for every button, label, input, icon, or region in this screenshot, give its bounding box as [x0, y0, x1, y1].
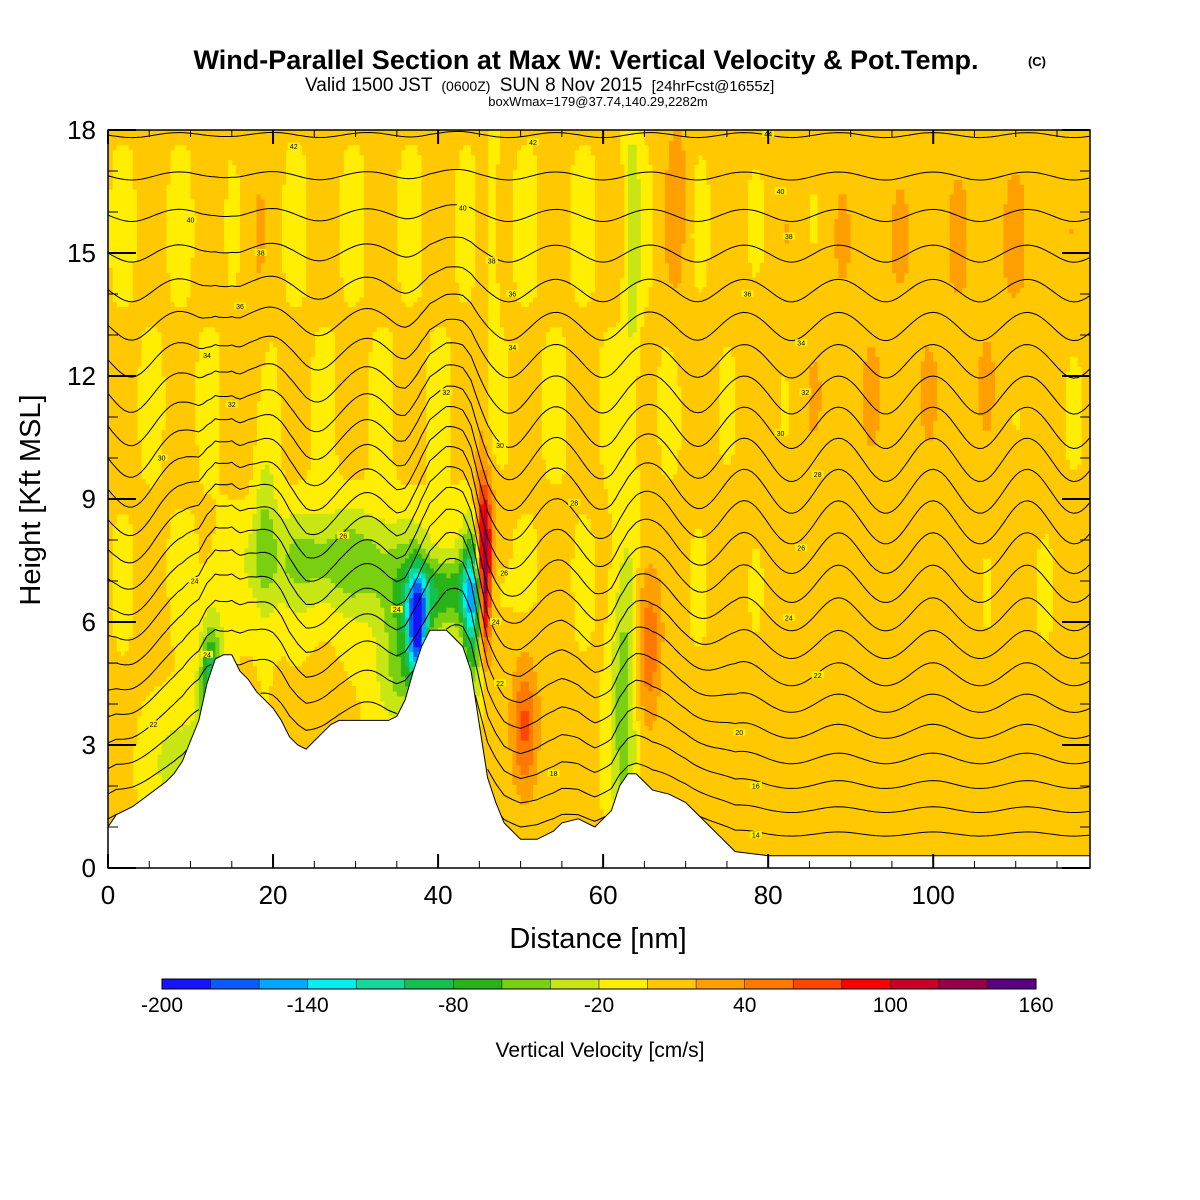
contour-label: 32: [228, 402, 236, 409]
subtitle-valid: Valid 1500 JST (0600Z) SUN 8 Nov 2015 [2…: [305, 75, 774, 96]
colorbar: -200 -140 -80 -20 40 100 160: [141, 979, 1054, 1017]
subtitle-utc: (0600Z): [441, 78, 490, 94]
colorbar-tick-label: 100: [873, 994, 908, 1017]
x-tick-label: 100: [912, 880, 955, 910]
y-tick-label: 12: [67, 361, 96, 391]
colorbar-swatch: [890, 979, 939, 989]
x-tick-label: 60: [589, 880, 618, 910]
colorbar-swatch: [356, 979, 405, 989]
colorbar-swatch: [453, 979, 502, 989]
contour-label: 36: [236, 304, 244, 311]
colorbar-swatch: [259, 979, 308, 989]
contour-label: 40: [459, 205, 467, 212]
plot-area: 4242444040403838383636363434343232323030…: [108, 125, 1091, 873]
subtitle-box: boxWmax=179@37.74,140.29,2282m: [488, 94, 708, 109]
colorbar-swatch: [502, 979, 551, 989]
contour-label: 16: [752, 784, 760, 791]
contour-label: 30: [158, 456, 166, 463]
colorbar-tick-label: -80: [438, 994, 468, 1017]
contour-label: 26: [500, 570, 508, 577]
contour-label: 20: [735, 730, 743, 737]
contour-label: 24: [492, 620, 500, 627]
y-tick-label: 18: [67, 115, 96, 145]
cross-section-chart: Wind-Parallel Section at Max W: Vertical…: [0, 0, 1200, 1200]
colorbar-tick-label: -20: [584, 994, 614, 1017]
subtitle-main: Valid 1500 JST: [305, 75, 433, 96]
colorbar-swatch: [842, 979, 891, 989]
x-tick-label: 20: [259, 880, 288, 910]
contour-label: 36: [744, 292, 752, 299]
y-tick-label: 9: [82, 484, 96, 514]
contour-label: 30: [777, 431, 785, 438]
chart-title: Wind-Parallel Section at Max W: Vertical…: [194, 45, 979, 75]
colorbar-tick-label: -140: [287, 994, 329, 1017]
x-tick-label: 80: [754, 880, 783, 910]
contour-label: 34: [203, 353, 211, 360]
contour-label: 22: [496, 681, 504, 688]
colorbar-swatch: [793, 979, 842, 989]
contour-label: 28: [814, 472, 822, 479]
contour-label: 42: [529, 140, 537, 147]
contour-label: 34: [797, 341, 805, 348]
colorbar-tick-label: -200: [141, 994, 183, 1017]
colorbar-tick-label: 160: [1018, 994, 1053, 1017]
y-tick-label: 3: [82, 730, 96, 760]
y-tick-label: 0: [82, 853, 96, 883]
y-tick-label: 6: [82, 607, 96, 637]
contour-label: 32: [442, 390, 450, 397]
colorbar-swatch: [599, 979, 648, 989]
colorbar-label: Vertical Velocity [cm/s]: [496, 1039, 705, 1062]
contour-label: 24: [191, 579, 199, 586]
colorbar-swatch: [162, 979, 211, 989]
x-tick-label: 0: [101, 880, 115, 910]
contour-label: 24: [785, 615, 793, 622]
colorbar-swatch: [405, 979, 454, 989]
x-axis-label: Distance [nm]: [509, 923, 686, 955]
contour-label: 22: [150, 722, 158, 729]
colorbar-swatch: [987, 979, 1036, 989]
contour-label: 42: [290, 144, 298, 151]
contour-label: 36: [509, 292, 517, 299]
y-axis-label: Height [Kft MSL]: [15, 394, 47, 605]
colorbar-swatch: [550, 979, 599, 989]
contour-label: 38: [785, 234, 793, 241]
subtitle-date: SUN 8 Nov 2015: [500, 75, 643, 96]
colorbar-swatch: [308, 979, 357, 989]
contour-label: 32: [801, 390, 809, 397]
contour-label: 26: [797, 546, 805, 553]
contour-label: 40: [777, 189, 785, 196]
contour-label: 28: [570, 501, 578, 508]
colorbar-swatch: [939, 979, 988, 989]
contour-label: 24: [393, 607, 401, 614]
contour-label: 18: [550, 771, 558, 778]
contour-label: 30: [496, 443, 504, 450]
contour-label: 14: [752, 833, 760, 840]
colorbar-swatch: [211, 979, 260, 989]
colorbar-swatch: [696, 979, 745, 989]
colorbar-swatch: [648, 979, 697, 989]
contour-label: 22: [814, 673, 822, 680]
subtitle-fcst: [24hrFcst@1655z]: [652, 78, 775, 95]
contour-label: 38: [488, 259, 496, 266]
contour-label: 34: [509, 345, 517, 352]
contour-label: 40: [187, 218, 195, 225]
contour-label: 38: [257, 251, 265, 258]
x-tick-label: 40: [424, 880, 453, 910]
colorbar-swatch: [745, 979, 794, 989]
contour-label: 26: [339, 533, 347, 540]
title-unit: (C): [1028, 54, 1046, 69]
contour-label: 24: [203, 652, 211, 659]
colorbar-tick-label: 40: [733, 994, 756, 1017]
y-tick-label: 15: [67, 238, 96, 268]
